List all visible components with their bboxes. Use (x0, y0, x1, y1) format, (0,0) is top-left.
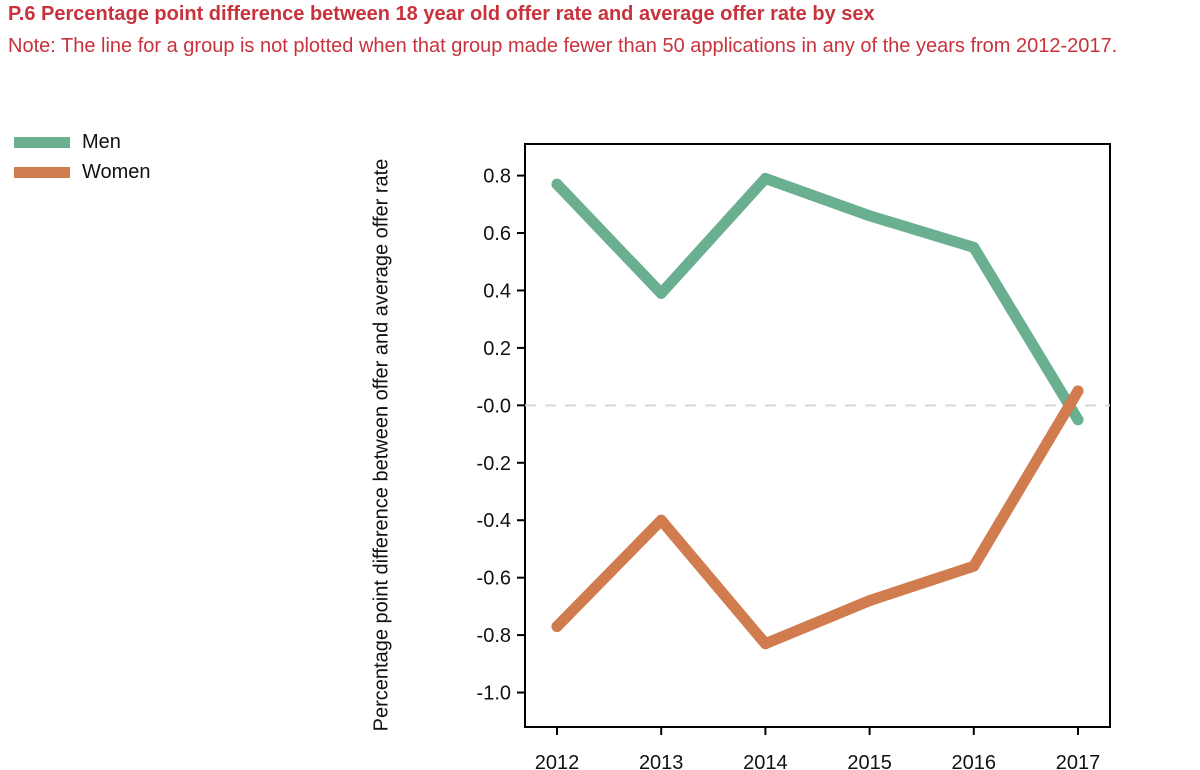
legend-item-men: Men (14, 127, 151, 157)
y-tick-label: -0.8 (477, 625, 511, 647)
y-tick-label: -0.2 (477, 453, 511, 475)
chart-title: P.6 Percentage point difference between … (8, 3, 875, 25)
data-point-women (968, 560, 980, 572)
data-point-women (759, 638, 771, 650)
y-tick-label: -0.6 (477, 568, 511, 590)
data-point-women (551, 620, 563, 632)
y-tick-label: -0.0 (477, 395, 511, 417)
x-tick-label: 2012 (535, 752, 580, 770)
plot-frame (524, 143, 1111, 728)
x-tick-label: 2016 (952, 752, 997, 770)
data-point-men (655, 287, 667, 299)
x-tick-label: 2015 (847, 752, 892, 770)
series-line-men (551, 172, 1084, 426)
x-tick-label: 2017 (1056, 752, 1101, 770)
legend-item-women: Women (14, 157, 151, 187)
series-line-women (551, 385, 1084, 650)
data-point-women (655, 514, 667, 526)
data-point-men (864, 210, 876, 222)
data-point-women (864, 595, 876, 607)
data-point-women (1072, 385, 1084, 397)
legend-swatch-women (14, 166, 70, 178)
y-tick-label: 0.6 (483, 223, 511, 245)
y-tick-label: 0.2 (483, 338, 511, 360)
x-tick-label: 2013 (639, 752, 684, 770)
legend: Men Women (14, 127, 151, 187)
data-point-men (551, 178, 563, 190)
x-tick-label: 2014 (743, 752, 788, 770)
chart-note: Note: The line for a group is not plotte… (8, 35, 1118, 57)
data-point-men (1072, 414, 1084, 426)
legend-swatch-men (14, 136, 70, 148)
legend-label-men: Men (82, 130, 121, 153)
y-tick-label: -1.0 (477, 683, 511, 705)
y-tick-label: -0.4 (477, 510, 511, 532)
data-point-men (968, 241, 980, 253)
y-tick-label: 0.4 (483, 280, 511, 302)
y-tick-label: 0.8 (483, 166, 511, 188)
data-point-men (759, 172, 771, 184)
legend-label-women: Women (82, 160, 151, 183)
